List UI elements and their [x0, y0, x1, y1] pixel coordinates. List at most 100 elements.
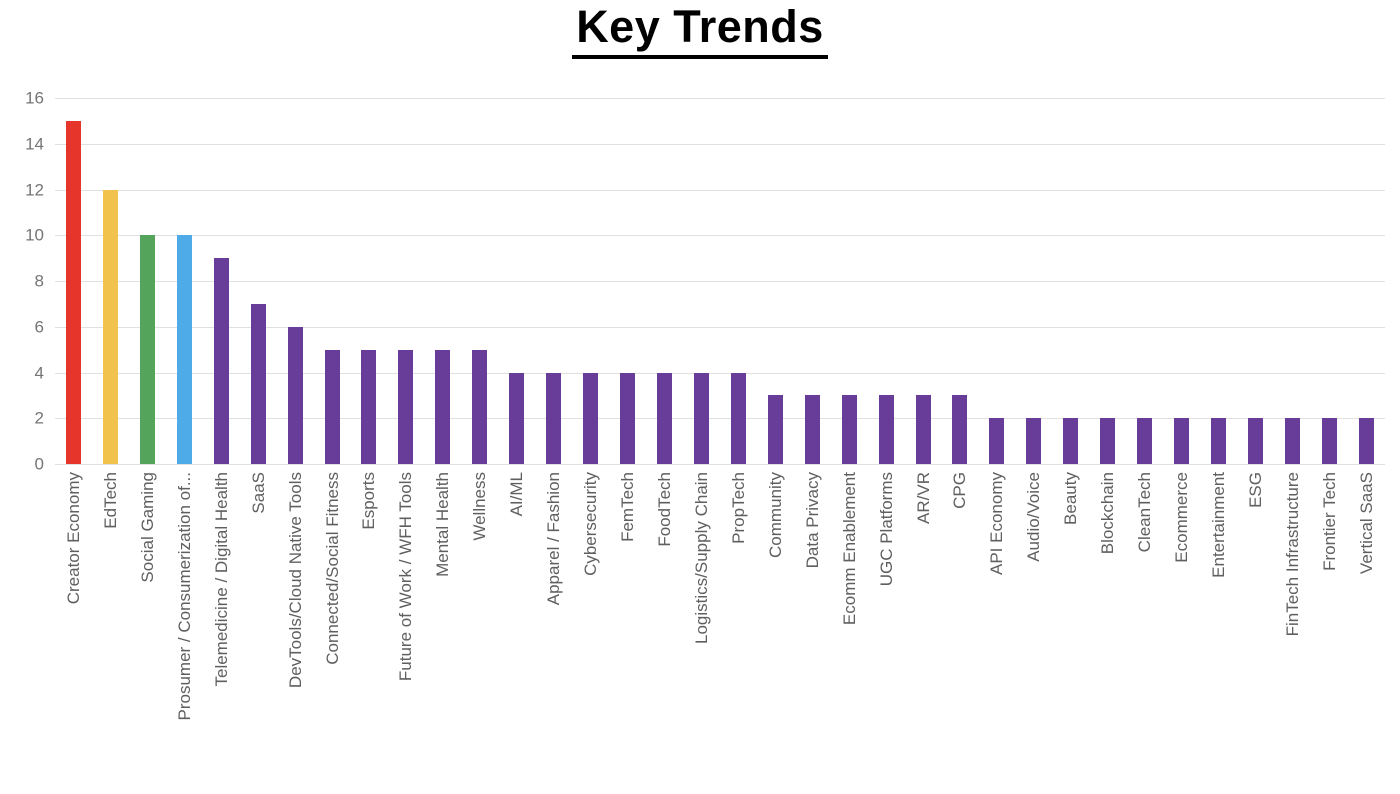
x-label-slot: PropTech [720, 472, 757, 792]
x-category-label: Data Privacy [802, 472, 822, 569]
x-label-slot: SaaS [240, 472, 277, 792]
bar [176, 235, 192, 464]
x-category-label: Apparel / Fashion [544, 472, 564, 606]
x-label-slot: Mental Health [424, 472, 461, 792]
x-label-slot: Community [757, 472, 794, 792]
gridline-y-4 [55, 372, 1385, 374]
x-category-label: Entertainment [1209, 472, 1229, 578]
bar-slot [646, 98, 683, 464]
bar-slot [55, 98, 92, 464]
bar-slot [314, 98, 351, 464]
bar-slot [240, 98, 277, 464]
x-category-label: Creator Economy [63, 472, 83, 605]
bar [620, 372, 636, 464]
x-category-label: Blockchain [1098, 472, 1118, 555]
bar-slot [794, 98, 831, 464]
bar [1137, 418, 1153, 464]
bar [1321, 418, 1337, 464]
x-category-label: FinTech Infrastructure [1282, 472, 1302, 637]
bar [546, 372, 562, 464]
bar-slot [905, 98, 942, 464]
x-category-label: Beauty [1061, 472, 1081, 525]
bar-slot [1015, 98, 1052, 464]
bar [804, 395, 820, 464]
bar [250, 303, 266, 464]
bar [1284, 418, 1300, 464]
bar [730, 372, 746, 464]
x-category-label: Future of Work / WFH Tools [396, 472, 416, 682]
x-label-slot: Esports [351, 472, 388, 792]
bar-slot [683, 98, 720, 464]
chart-title-area: Key Trends [0, 2, 1400, 59]
x-label-slot: Connected/Social Fitness [314, 472, 351, 792]
x-category-label: Logistics/Supply Chain [691, 472, 711, 644]
x-label-slot: AI/ML [498, 472, 535, 792]
bar-slot [942, 98, 979, 464]
bar [841, 395, 857, 464]
x-label-slot: Entertainment [1200, 472, 1237, 792]
x-label-slot: Vertical SaaS [1348, 472, 1385, 792]
bar-slot [498, 98, 535, 464]
y-tick-label-12: 12 [25, 180, 44, 199]
bar [1063, 418, 1079, 464]
chart-title: Key Trends [572, 2, 828, 59]
bar-slot [1274, 98, 1311, 464]
x-label-slot: UGC Platforms [868, 472, 905, 792]
bar-slot [461, 98, 498, 464]
x-label-slot: CleanTech [1126, 472, 1163, 792]
gridline-y-12 [55, 189, 1385, 191]
bar [656, 372, 672, 464]
bar-slot [572, 98, 609, 464]
y-tick-label-16: 16 [25, 88, 44, 108]
x-category-label: CleanTech [1135, 472, 1155, 553]
bar [767, 395, 783, 464]
bar [509, 372, 525, 464]
x-category-label: UGC Platforms [876, 472, 896, 587]
x-category-label: Esports [359, 472, 379, 530]
x-label-slot: Data Privacy [794, 472, 831, 792]
bar-series [55, 98, 1385, 464]
bar-slot [1052, 98, 1089, 464]
x-label-slot: Apparel / Fashion [535, 472, 572, 792]
x-category-label: DevTools/Cloud Native Tools [285, 472, 305, 689]
gridline-y-0 [55, 464, 1385, 465]
bar-slot [129, 98, 166, 464]
x-category-label: Connected/Social Fitness [322, 472, 342, 665]
x-label-slot: Logistics/Supply Chain [683, 472, 720, 792]
bar-slot [203, 98, 240, 464]
x-category-label: FemTech [618, 472, 638, 542]
bar-slot [1348, 98, 1385, 464]
y-tick-label-8: 8 [34, 271, 44, 291]
x-category-label: PropTech [728, 472, 748, 544]
x-category-label: Wellness [470, 472, 490, 541]
gridline-y-8 [55, 281, 1385, 282]
x-label-slot: Frontier Tech [1311, 472, 1348, 792]
x-category-label: API Economy [987, 472, 1007, 575]
bar-slot [277, 98, 314, 464]
bar [1174, 418, 1190, 464]
x-category-label: Ecommerce [1172, 472, 1192, 563]
x-category-label: Cybersecurity [581, 472, 601, 576]
y-axis-tick-labels: 0 2 4 6 8 10 12 14 16 [0, 90, 44, 473]
bar-slot [868, 98, 905, 464]
bar-slot [1089, 98, 1126, 464]
bar [1026, 418, 1042, 464]
bar-slot [609, 98, 646, 464]
x-label-slot: Telemedicine / Digital Health [203, 472, 240, 792]
x-label-slot: FoodTech [646, 472, 683, 792]
bar [693, 372, 709, 464]
bar-slot [535, 98, 572, 464]
y-tick-label-0: 0 [34, 454, 44, 474]
x-category-label: Community [765, 472, 785, 558]
bar [398, 349, 414, 464]
y-tick-label-6: 6 [34, 317, 44, 337]
x-label-slot: Ecomm Enablement [831, 472, 868, 792]
x-label-slot: Blockchain [1089, 472, 1126, 792]
x-label-slot: FinTech Infrastructure [1274, 472, 1311, 792]
x-label-slot: Prosumer / Consumerization of... [166, 472, 203, 792]
x-label-slot: Beauty [1052, 472, 1089, 792]
bar [139, 235, 155, 464]
x-label-slot: FemTech [609, 472, 646, 792]
bar-slot [166, 98, 203, 464]
